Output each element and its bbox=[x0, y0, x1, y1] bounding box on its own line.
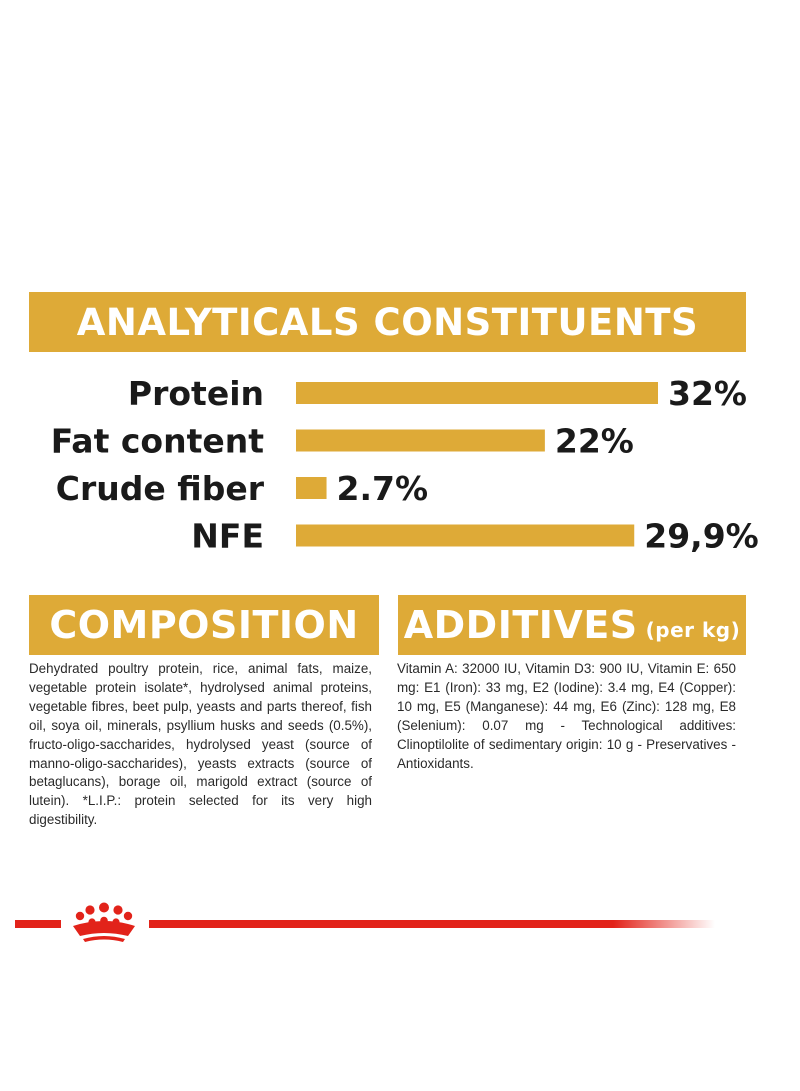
additives-text: Vitamin A: 32000 IU, Vitamin D3: 900 IU,… bbox=[397, 661, 736, 771]
category-label: Crude fiber bbox=[56, 469, 265, 508]
bar-nfe bbox=[296, 524, 635, 547]
footer-stripe-right bbox=[149, 920, 715, 928]
value-label: 2.7% bbox=[337, 469, 429, 508]
category-label: Fat content bbox=[51, 422, 265, 461]
composition-title: COMPOSITION bbox=[49, 603, 359, 647]
additives-banner: ADDITIVES (per kg) bbox=[398, 595, 746, 655]
category-label: NFE bbox=[191, 517, 264, 556]
value-label: 22% bbox=[555, 422, 634, 461]
analytics-title: ANALYTICALS CONSTITUENTS bbox=[76, 300, 699, 344]
composition-banner: COMPOSITION bbox=[29, 595, 379, 655]
nutrient-bar-chart: Protein 32% Fat content 22% Crude fiber 2.7% N… bbox=[51, 374, 759, 556]
value-label: 32% bbox=[668, 374, 747, 413]
value-label: 29,9% bbox=[644, 517, 759, 556]
composition-text: Dehydrated poultry protein, rice, animal… bbox=[29, 661, 372, 828]
additives-title: ADDITIVES bbox=[403, 603, 638, 647]
category-label: Protein bbox=[128, 374, 264, 413]
royal-canin-crown-icon bbox=[73, 902, 135, 942]
bar-protein bbox=[296, 382, 658, 404]
brand-footer bbox=[15, 902, 715, 942]
footer-stripe-left bbox=[15, 920, 61, 928]
additives-unit: (per kg) bbox=[645, 618, 741, 642]
bar-crude-fiber bbox=[296, 477, 327, 499]
analytics-banner: ANALYTICALS CONSTITUENTS bbox=[29, 292, 746, 352]
bar-fat-content bbox=[296, 429, 545, 452]
